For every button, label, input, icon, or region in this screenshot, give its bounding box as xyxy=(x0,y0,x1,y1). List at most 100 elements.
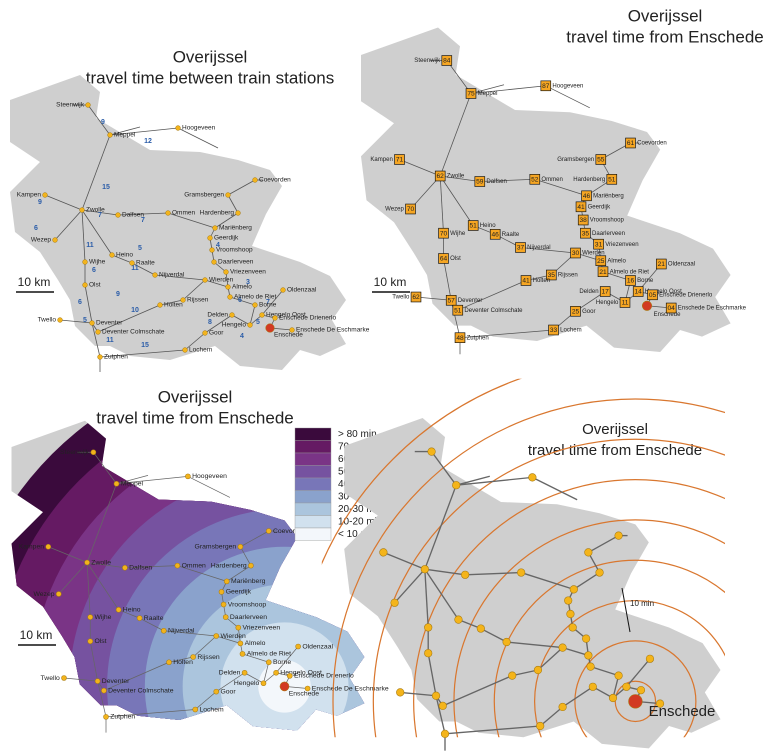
legend-swatch xyxy=(294,477,332,491)
rail xyxy=(216,672,245,692)
station-dot xyxy=(568,623,577,632)
rail xyxy=(81,134,111,211)
rail xyxy=(440,175,480,182)
legend-label: > 80 min xyxy=(338,429,377,440)
station-label: Enschede De Eschmarke xyxy=(296,327,370,334)
station-dot xyxy=(272,315,278,321)
station-dot xyxy=(113,480,120,487)
station-dot xyxy=(295,643,301,650)
minutes-box xyxy=(625,137,636,149)
station-label: Raalte xyxy=(502,232,520,238)
station-dot xyxy=(424,649,433,658)
rail xyxy=(154,274,206,281)
rail xyxy=(465,571,522,576)
rail xyxy=(97,304,161,333)
minutes-label: 21 xyxy=(599,269,607,276)
station-dot xyxy=(212,225,218,231)
edge-time: 12 xyxy=(144,138,152,145)
minutes-box xyxy=(599,286,611,297)
station-dot xyxy=(55,591,62,597)
station-dot xyxy=(94,678,101,684)
station-label: Wijhe xyxy=(94,614,111,621)
minutes-label: 59 xyxy=(476,179,484,186)
isochrone-ring xyxy=(413,479,726,738)
station-label: Raalte xyxy=(144,615,164,622)
station-dot xyxy=(103,714,109,720)
rail xyxy=(506,641,563,649)
minutes-label: 51 xyxy=(470,223,478,230)
rail xyxy=(439,175,444,234)
station-dot xyxy=(180,297,186,303)
station-dot xyxy=(396,688,405,697)
station-dot xyxy=(237,640,244,647)
rail xyxy=(227,179,256,196)
station-dot xyxy=(517,568,526,577)
station-dot xyxy=(115,212,121,218)
rail xyxy=(444,725,541,735)
station-label: Daarlerveen xyxy=(592,231,625,237)
station-dot xyxy=(52,237,58,243)
minutes-box xyxy=(647,289,658,301)
station-dot xyxy=(584,651,593,660)
minutes-label: 30 xyxy=(572,250,580,257)
station-dot xyxy=(182,347,188,353)
rail xyxy=(109,127,179,136)
rail xyxy=(261,289,284,316)
minutes-box xyxy=(575,201,587,213)
station-label: Geerdijk xyxy=(588,204,611,210)
station-label: Hengelo Oost xyxy=(266,312,306,319)
station-dot xyxy=(614,671,623,680)
legend-swatch xyxy=(294,440,332,454)
minutes-label: 62 xyxy=(412,294,420,301)
station-label: Wezep xyxy=(33,591,54,598)
rail xyxy=(399,159,441,177)
station-label: Rijssen xyxy=(187,297,209,304)
rail xyxy=(415,296,452,301)
rail xyxy=(226,565,252,582)
station-label: Gramsbergen xyxy=(184,192,224,199)
station-label: Almelo xyxy=(232,284,252,291)
minutes-label: 46 xyxy=(492,231,500,238)
minutes-box xyxy=(595,154,607,165)
minutes-box xyxy=(405,203,416,215)
minutes-box xyxy=(548,324,559,336)
station-dot xyxy=(207,235,213,241)
station-dot xyxy=(558,643,567,652)
station-label: Zwolle xyxy=(86,207,105,214)
station-dot xyxy=(160,627,167,634)
minutes-box xyxy=(515,242,526,253)
legend-swatch xyxy=(294,490,332,504)
station-label: Zutphen xyxy=(110,714,135,721)
minutes-box xyxy=(570,306,581,317)
station-dot xyxy=(286,673,293,679)
station-label: Hoogeveen xyxy=(192,473,227,480)
minutes-label: 51 xyxy=(608,176,616,183)
station-label: Mariënberg xyxy=(231,578,266,585)
minutes-label: 11 xyxy=(622,300,629,307)
station-label: Goor xyxy=(582,309,595,315)
rail xyxy=(275,646,299,673)
edge-time: 15 xyxy=(141,342,149,349)
title-line: Overijssel xyxy=(158,387,233,406)
station-label: Coevorden xyxy=(259,177,291,184)
minutes-label: 05 xyxy=(649,292,657,299)
rail xyxy=(182,279,206,301)
station-label: Hoogeveen xyxy=(182,125,216,132)
minutes-box xyxy=(595,255,607,266)
minutes-label: 48 xyxy=(456,335,464,342)
station-label: Gramsbergen xyxy=(195,544,237,551)
legend-swatch xyxy=(294,427,332,441)
rail xyxy=(118,609,140,619)
station-dot xyxy=(247,322,253,328)
rail xyxy=(424,484,457,570)
station-label: Zwolle xyxy=(91,559,111,566)
minutes-label: 70 xyxy=(407,206,415,213)
rail xyxy=(424,568,466,576)
minutes-box xyxy=(580,227,591,239)
station-label: Enschede Drienerlo xyxy=(659,292,713,298)
rail xyxy=(111,254,133,264)
edge-time: 11 xyxy=(86,242,94,249)
station-label: Twello xyxy=(40,675,60,682)
